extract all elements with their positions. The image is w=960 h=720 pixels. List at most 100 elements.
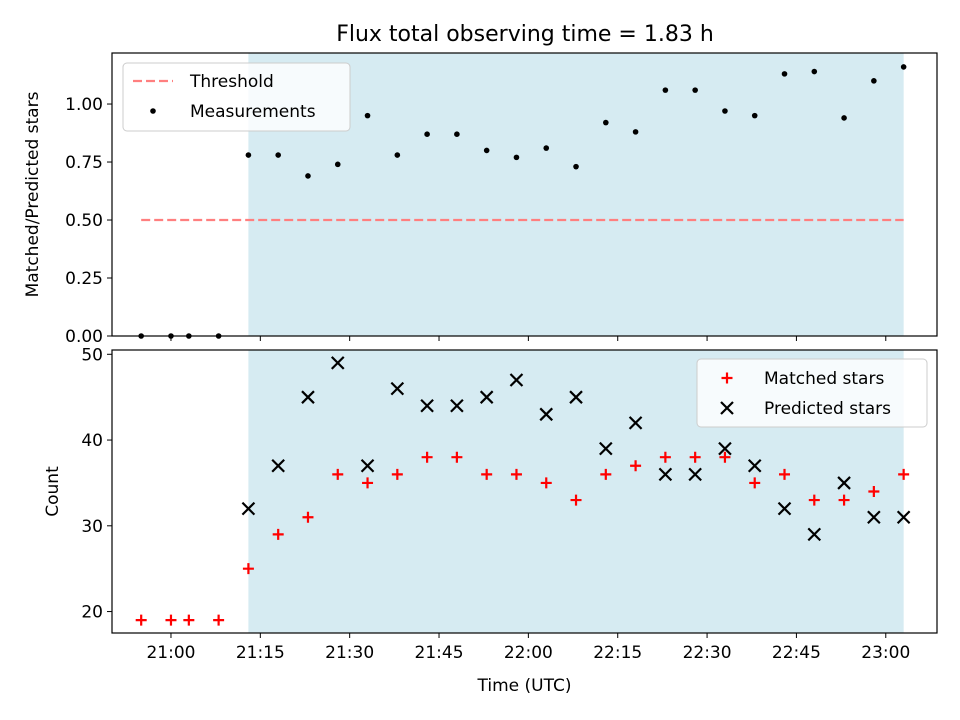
predicted-star-point xyxy=(330,356,345,370)
measurement-point xyxy=(811,68,818,75)
x-tick-label: 21:30 xyxy=(325,643,374,663)
matched-star-point xyxy=(183,614,195,626)
matched-star-point xyxy=(689,451,701,463)
x-tick-label: 23:00 xyxy=(861,643,910,663)
matched-star-point xyxy=(302,511,314,523)
plot-frame xyxy=(111,349,938,634)
legend-box xyxy=(122,62,351,132)
legend: Threshold Measurements xyxy=(122,62,351,132)
bottom-panel: 21:00 21:15 21:30 21:45 22:00 22:15 22:30 22:45… xyxy=(43,345,938,696)
measurement-point xyxy=(841,115,847,121)
matched-star-point xyxy=(898,468,910,480)
predicted-star-point xyxy=(599,441,613,456)
y-axis-label: Matched/Predicted stars xyxy=(23,91,43,297)
x-tick-label: 21:45 xyxy=(415,643,464,663)
x-tick-label: 22:45 xyxy=(772,643,821,663)
matched-star-point xyxy=(332,468,344,480)
measurement-point xyxy=(424,131,430,137)
y-tick-label: 50 xyxy=(81,345,103,365)
measurement-point xyxy=(900,64,907,70)
measurement-point xyxy=(573,163,579,170)
measurement-point xyxy=(871,78,877,84)
measurement-point xyxy=(364,112,371,119)
observing-span-shade xyxy=(248,53,904,336)
matched-star-point xyxy=(510,468,522,480)
matched-star-point xyxy=(165,614,177,626)
matched-star-point xyxy=(272,528,284,540)
predicted-star-point xyxy=(658,467,673,482)
predicted-star-point xyxy=(301,390,315,404)
matched-star-point xyxy=(135,614,147,626)
measurement-point xyxy=(692,87,698,93)
matched-star-point xyxy=(749,477,761,489)
matched-star-point xyxy=(779,468,791,480)
measurement-point xyxy=(603,119,609,126)
predicted-star-point xyxy=(390,381,405,396)
y-axis-label: Count xyxy=(43,466,63,517)
predicted-star-point xyxy=(360,458,375,473)
measurement-point xyxy=(245,152,252,158)
predicted-star-point xyxy=(867,510,881,525)
measurement-point xyxy=(751,112,758,119)
legend: Matched stars Predicted stars xyxy=(696,358,928,428)
measurement-point xyxy=(662,87,669,93)
measurement-point xyxy=(334,161,341,168)
predicted-star-point xyxy=(747,458,762,473)
predicted-star-point xyxy=(718,441,732,456)
x-tick-label: 21:00 xyxy=(146,643,195,663)
y-tick-label: 40 xyxy=(81,431,103,451)
matched-star-point xyxy=(570,494,582,506)
x-tick-label: 22:30 xyxy=(683,643,732,663)
matched-star-point xyxy=(421,451,433,463)
x-axis-label: Time (UTC) xyxy=(477,676,572,696)
legend-label: Matched stars xyxy=(764,369,884,389)
matched-star-point xyxy=(838,494,850,506)
measurement-point xyxy=(394,152,401,158)
predicted-star-point xyxy=(420,398,434,413)
matched-star-point xyxy=(540,477,552,489)
predicted-star-point xyxy=(539,407,554,422)
measurement-point xyxy=(483,147,490,154)
predicted-star-point xyxy=(837,476,851,490)
predicted-star-point xyxy=(450,398,464,413)
predicted-star-point xyxy=(688,467,702,482)
predicted-star-point xyxy=(271,458,285,473)
legend-matched-swatch xyxy=(721,372,733,384)
matched-star-point xyxy=(719,451,731,463)
plot-frame xyxy=(111,52,938,337)
matched-star-point xyxy=(659,451,671,463)
y-tick-label: 20 xyxy=(81,603,103,623)
measurement-point xyxy=(632,129,639,135)
y-tick-label: 0.00 xyxy=(65,327,103,347)
matched-star-point xyxy=(391,468,403,480)
legend-label: Threshold xyxy=(189,72,274,92)
predicted-star-point xyxy=(807,527,822,542)
predicted-star-point xyxy=(777,501,792,516)
y-tick-label: 30 xyxy=(81,517,103,537)
x-tick-label: 22:15 xyxy=(593,643,642,663)
matched-star-point xyxy=(362,477,374,489)
top-panel: 0.00 0.25 0.50 0.75 1.00 Matched/Predicted st… xyxy=(23,52,938,347)
measurement-point xyxy=(305,173,311,179)
matched-star-point xyxy=(242,563,254,575)
matched-star-point xyxy=(630,460,642,472)
matched-star-point xyxy=(808,494,820,506)
chart-title: Flux total observing time = 1.83 h xyxy=(336,22,714,47)
measurement-point xyxy=(543,145,550,151)
matched-star-point xyxy=(481,468,493,480)
legend-predicted-swatch xyxy=(720,401,734,415)
y-tick-label: 0.50 xyxy=(65,211,103,231)
measurement-point xyxy=(454,131,460,137)
predicted-star-point xyxy=(479,390,494,404)
predicted-star-point xyxy=(896,510,911,525)
predicted-star-point xyxy=(628,416,643,430)
legend-measurement-swatch xyxy=(150,108,156,114)
legend-label: Measurements xyxy=(190,102,316,122)
measurement-point xyxy=(513,154,520,161)
predicted-star-point xyxy=(509,373,524,387)
y-tick-label: 1.00 xyxy=(65,95,103,115)
measurement-point xyxy=(275,152,281,158)
x-tick-label: 22:00 xyxy=(504,643,553,663)
measurement-point xyxy=(781,71,788,77)
